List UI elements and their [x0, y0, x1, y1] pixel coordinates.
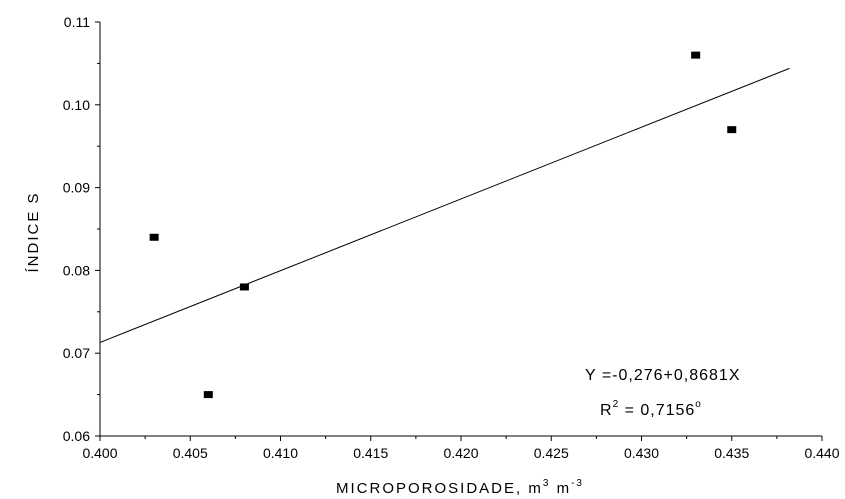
x-tick-label: 0.430	[624, 445, 659, 461]
data-points	[149, 51, 737, 399]
x-tick-label: 0.420	[443, 445, 478, 461]
data-point	[239, 283, 249, 291]
x-tick-label: 0.415	[353, 445, 388, 461]
x-tick-label: 0.410	[263, 445, 298, 461]
y-tick-label: 0.06	[63, 428, 90, 444]
r-squared-label: R2 = 0,7156o	[600, 399, 702, 419]
regression-line	[99, 67, 790, 343]
x-tick-label: 0.405	[173, 445, 208, 461]
data-point	[149, 233, 159, 241]
data-point	[203, 391, 213, 399]
x-axis-title: MICROPOROSIDADE, m3 m-3	[336, 478, 584, 497]
y-tick-label: 0.11	[64, 14, 90, 30]
data-point	[727, 126, 737, 134]
x-tick-label: 0.435	[714, 445, 749, 461]
y-tick-label: 0.08	[63, 262, 90, 278]
data-point	[691, 51, 701, 59]
y-axis-title: ÍNDICE S	[25, 191, 42, 272]
y-tick-label: 0.09	[63, 180, 90, 196]
y-tick-label: 0.07	[63, 345, 90, 361]
regression-equation: Y =-0,276+0,8681X	[585, 367, 741, 384]
y-tick-label: 0.10	[63, 97, 90, 113]
x-axis-ticks: 0.400 0.405 0.410 0.415 0.420 0.425 0.430 0.435…	[82, 436, 840, 461]
y-axis-ticks: 0.06 0.07 0.08 0.09 0.10 0.11	[63, 14, 100, 444]
x-tick-label: 0.400	[82, 445, 117, 461]
x-tick-label: 0.425	[534, 445, 569, 461]
x-tick-label: 0.440	[804, 445, 839, 461]
